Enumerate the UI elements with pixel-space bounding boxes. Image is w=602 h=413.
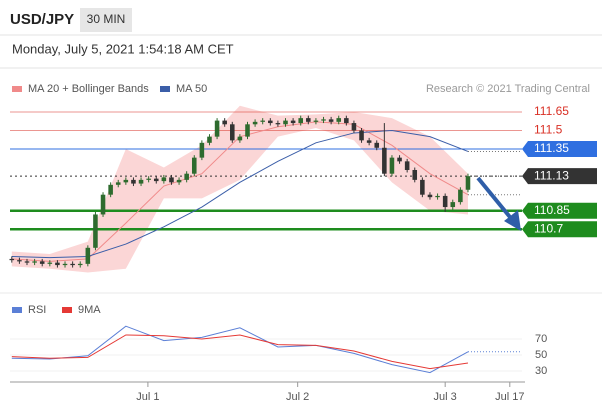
legend-label: 9MA [78,304,101,316]
candle-body [146,178,151,180]
candle-body [199,142,205,158]
legend-label: MA 20 + Bollinger Bands [28,83,149,95]
candle-body [427,194,433,198]
legend-swatch [160,86,170,92]
candle-body [298,118,303,124]
candle-body [458,189,463,203]
candle-body [252,121,258,125]
candle-body [283,120,288,125]
candle-body [260,120,265,122]
candle-body [77,263,83,266]
y-tick-label: 50 [535,349,547,361]
level-label: 111.5 [534,123,563,137]
x-tick-label: Jul 1 [136,391,159,403]
candle-body [138,179,144,184]
candle-body [176,179,182,183]
candle-body [24,261,30,263]
candle-body [237,136,243,141]
forecast-arrowhead [504,210,521,231]
candle-body [214,120,220,137]
legend-label: RSI [28,304,46,316]
candle-body [184,173,189,180]
candle-body [465,176,471,190]
candle-body [9,258,15,261]
candle-body [420,179,425,195]
legend-swatch [62,307,72,313]
candle-body [435,195,440,198]
y-tick-label: 70 [535,333,547,345]
bollinger-band [11,105,468,273]
candle-body [32,261,37,263]
candle-body [442,195,448,208]
candle-body [62,263,68,266]
legend-swatch [12,86,22,92]
candle-body [366,140,372,143]
candle-body [153,178,159,182]
x-tick-label: Jul 2 [286,391,309,403]
level-label: 111.35 [534,141,569,155]
candle-body [290,120,296,124]
level-label-box [522,141,597,157]
plot: 111.65 111.5 111.35 111.13 110.85 110.7 MA 20 … [9,83,597,403]
candle-body [389,157,395,174]
candle-body [382,147,387,174]
candle-body [17,260,22,262]
candle-body [344,118,349,124]
candle-body [359,130,364,141]
candle-body [191,157,197,174]
candle-body [374,142,380,148]
candle-body [222,120,227,125]
level-label-box [522,221,597,238]
symbol: USD/JPY [10,11,74,28]
x-tick-label: Jul 3 [434,391,457,403]
candle-body [39,261,45,264]
candle-body [313,120,319,122]
rsi-line [11,334,469,370]
level-label-box [522,202,597,219]
level-label: 111.65 [534,104,569,118]
candle-body [321,119,326,121]
x-tick-label: Jul 17 [495,391,524,403]
candle-body [412,169,418,180]
credit: Research © 2021 Trading Central [426,83,590,95]
rsi-line [11,325,469,374]
candle-body [230,124,235,141]
candle-body [245,124,250,137]
candle-body [450,202,456,208]
level-label-box [522,168,597,185]
y-tick-label: 30 [535,365,547,377]
datetime: Monday, July 5, 2021 1:54:18 AM CET [12,41,234,56]
candle-body [115,182,121,185]
interval-box [80,8,132,32]
candle-body [100,194,106,215]
candle-body [207,136,212,143]
candle-body [161,177,167,182]
candle-body [169,177,174,183]
candle-body [268,120,273,124]
candle-body [404,161,410,170]
candle-body [275,123,281,125]
forecast-arrow [476,176,516,224]
candle-body [93,214,98,248]
legend-swatch [12,307,22,313]
candle-body [336,118,342,122]
interval: 30 MIN [87,12,126,26]
candle-body [306,118,311,122]
level-label: 111.13 [534,168,569,182]
candle-body [55,262,60,266]
candle-body [397,157,402,162]
candle-body [70,263,75,266]
candle-body [328,119,334,122]
candle-body [85,247,91,264]
candle-body [108,184,113,195]
legend-label: MA 50 [176,83,207,95]
candle-body [131,179,136,184]
level-label: 110.7 [534,221,563,235]
candle-body [123,179,129,183]
level-label: 110.85 [534,203,570,217]
candle-body [351,123,357,131]
candle-body [47,262,53,264]
